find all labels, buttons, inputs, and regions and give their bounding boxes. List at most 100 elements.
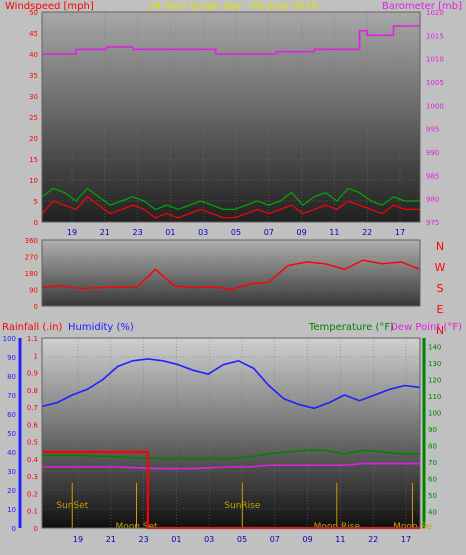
panel3-humidity-tick: 90 [7,354,16,362]
panel3-x-tick: 21 [106,535,116,544]
panel1-x-tick: 19 [67,228,77,237]
panel1-x-tick: 09 [297,228,307,237]
chart-title: 24 hour graph day : 09 June 2016 [149,1,318,12]
panel1-left-tick: 50 [29,9,38,17]
panel3-temp-tick: 130 [428,360,441,368]
panel1-left-tick: 10 [29,177,38,185]
panel3-humidity-tick: 80 [7,373,16,381]
panel3-temp-tick: 40 [428,508,437,516]
panel1-right-tick: 990 [426,149,439,157]
panel3-humidity-tick: 50 [7,430,16,438]
panel3-event-label: SunRise [224,501,261,511]
panel1-x-tick: 22 [362,228,372,237]
panel3-temp-tick: 60 [428,475,437,483]
panel3-rain-tick: 0.4 [27,456,39,464]
panel1-x-tick: 23 [133,228,143,237]
panel3-x-tick: 07 [270,535,280,544]
panel3-x-tick: 09 [303,535,313,544]
panel3-rain-tick: 0.1 [27,508,38,516]
panel3-humidity-tick: 0 [12,525,16,533]
panel1-x-tick: 17 [395,228,405,237]
panel1-left-tick: 40 [29,51,38,59]
panel1-x-tick: 01 [165,228,175,237]
panel3-rain-tick: 1.1 [27,335,38,343]
panel1-left-tick: 5 [34,198,38,206]
panel1-right-tick: 985 [426,172,439,180]
panel1-right-axis-label: Barometer [mb] [382,1,462,12]
panel1-left-tick: 45 [29,30,38,38]
panel3-humidity-tick: 40 [7,449,16,457]
panel1-right-tick: 980 [426,196,439,204]
panel1-left-tick: 25 [29,114,38,122]
panel3-event-label: Moon Set [115,522,158,532]
panel3-temp-tick: 100 [428,409,441,417]
panel3-temp-tick: 120 [428,376,441,384]
panel1-x-tick: 21 [100,228,110,237]
panel1-right-tick: 1015 [426,32,444,40]
series-temperature-line [42,449,420,460]
panel3-rain-tick: 0.3 [27,473,38,481]
panel3-rain-tick: 0.6 [27,421,39,429]
panel3-temp-tick: 80 [428,442,437,450]
panel1-left-tick: 35 [29,72,38,80]
panel1-right-tick: 1005 [426,79,444,87]
series-gust-line [41,187,420,211]
panel2-left-tick: 360 [25,237,38,245]
panel1-frame [41,11,421,223]
panel2-compass-label: N [436,240,444,253]
panel2-compass-label: E [437,303,444,316]
panel2-compass-label: W [435,261,446,274]
panel3-humidity-tick: 20 [7,487,16,495]
panel3-x-tick: 03 [204,535,214,544]
panel3-x-tick: 11 [335,535,345,544]
panel1-x-tick: 03 [198,228,208,237]
panel1-right-tick: 1020 [426,9,444,17]
panel3-temp-tick: 140 [428,343,441,351]
panel3-x-tick: 23 [139,535,149,544]
panel2-frame [41,239,421,307]
panel3-temp-tick: 110 [428,393,441,401]
panel1-x-tick: 11 [329,228,339,237]
panel3-rainfall-label: Rainfall (.in) [2,322,63,333]
series-barometer-line [42,25,420,55]
panel3-rain-tick: 0.9 [27,370,38,378]
panel3-humidity-tick: 100 [3,335,16,343]
panel3-rain-tick: 0 [34,525,38,533]
panel3-x-tick: 22 [368,535,378,544]
panel1-x-tick: 07 [264,228,274,237]
panel1-right-tick: 995 [426,126,439,134]
panel1-left-tick: 15 [29,156,38,164]
panel3-x-tick: 05 [237,535,247,544]
panel3-rain-tick: 0.8 [27,387,38,395]
panel2-left-tick: 0 [34,303,38,311]
panel3-dewpoint-label: Dew Point (°F) [390,322,462,333]
series-windspeed-line [41,195,420,219]
panel1-right-tick: 1010 [426,56,444,64]
panel1-left-tick: 30 [29,93,38,101]
panel3-rain-tick: 0.2 [27,490,38,498]
panel3-rain-tick: 0.7 [27,404,38,412]
panel3-rain-tick: 0.5 [27,439,38,447]
panel2-compass-label: S [437,282,444,295]
panel3-humidity-tick: 70 [7,392,16,400]
panel2-left-tick: 180 [25,270,38,278]
panel2-left-tick: 270 [25,254,38,262]
panel2-compass-label: N [436,324,444,337]
panel3-temperature-label: Temperature (°F) [308,322,394,333]
panel1-left-tick: 20 [29,135,38,143]
series-dew-point-line [42,462,420,470]
series-wind-direction-line [41,259,421,291]
series-humidity-line [41,358,421,410]
panel3-x-tick: 01 [171,535,181,544]
panel1-left-axis-label: Windspeed [mph] [5,1,94,12]
panel1-right-tick: 1000 [426,102,444,110]
panel3-frame [41,337,421,529]
panel3-humidity-tick: 60 [7,411,16,419]
panel3-humidity-tick: 10 [7,506,16,514]
panel3-temp-tick: 90 [428,426,437,434]
panel3-x-tick: 17 [401,535,411,544]
panel3-x-tick: 19 [73,535,83,544]
panel3-humidity-tick: 30 [7,468,16,476]
panel1-right-tick: 975 [426,219,439,227]
